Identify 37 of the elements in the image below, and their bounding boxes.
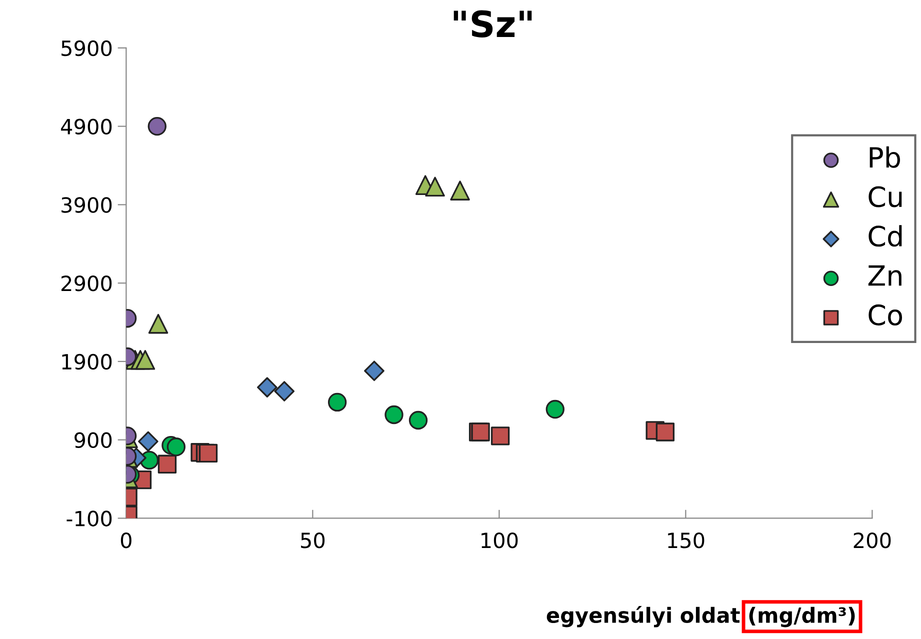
point: [135, 350, 156, 370]
x-tick-label: 100: [482, 532, 518, 548]
point: [425, 176, 445, 197]
point: [148, 314, 168, 334]
y-tick-label: 2900: [61, 276, 112, 292]
point: [450, 180, 470, 200]
point: [471, 422, 490, 442]
point: [328, 392, 347, 412]
point: [158, 454, 177, 474]
legend-label: Cu: [868, 186, 902, 208]
x-axis-title: egyensúlyi oldat (mg/dm³): [546, 606, 855, 628]
x-tick-label: 150: [668, 532, 704, 548]
point: [546, 400, 564, 419]
point: [198, 444, 218, 463]
y-tick-label: 5900: [62, 40, 112, 56]
point: [384, 405, 404, 424]
point: [274, 381, 294, 402]
legend-label: Zn: [868, 265, 902, 286]
legend-label: Pb: [870, 146, 900, 168]
point: [257, 377, 278, 398]
y-tick-label: 3900: [62, 197, 112, 213]
y-tick-label: 4900: [60, 118, 112, 135]
point: [408, 410, 428, 430]
legend-label: Cd: [868, 225, 902, 247]
x-tick-label: 0: [120, 532, 132, 548]
y-tick-label: -100: [66, 510, 112, 526]
point: [166, 438, 186, 456]
legend-label: Co: [868, 304, 902, 326]
x-tick-label: 50: [301, 532, 325, 548]
point: [138, 431, 158, 452]
y-tick-label: 900: [74, 432, 112, 448]
y-tick-label: 1900: [62, 354, 112, 370]
chart-title: "Sz": [454, 10, 532, 38]
point: [364, 360, 384, 382]
x-tick-label: 200: [854, 532, 891, 548]
point: [490, 426, 510, 446]
point: [656, 422, 675, 442]
